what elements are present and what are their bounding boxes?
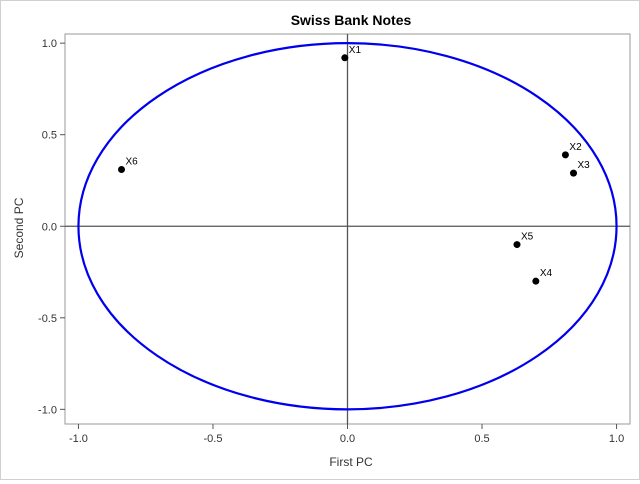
data-point-group: X6 <box>118 156 138 173</box>
x-tick-label: -1.0 <box>69 433 88 445</box>
chart-title: Swiss Bank Notes <box>291 12 412 28</box>
y-tick-label: -0.5 <box>38 313 57 325</box>
x-tick-label: 0.0 <box>340 433 355 445</box>
data-point <box>561 151 569 159</box>
y-tick-label: 1.0 <box>42 38 57 50</box>
points-layer: X1 X2 X3 X4 X5 X6 <box>118 45 590 285</box>
data-point-label: X1 <box>349 45 362 56</box>
data-point <box>570 169 577 177</box>
x-tick-label: 0.5 <box>474 433 489 445</box>
unit-circle <box>77 42 618 411</box>
reference-lines <box>65 34 630 424</box>
data-point <box>341 54 349 62</box>
y-tick-label: -1.0 <box>38 404 57 416</box>
data-point-label: X5 <box>521 232 534 243</box>
y-tick-label: 0.5 <box>42 130 57 142</box>
data-point-group: X5 <box>513 232 534 249</box>
y-axis-label: Second PC <box>12 197 26 258</box>
data-point-group: X4 <box>532 268 553 285</box>
data-point-label: X4 <box>540 268 553 279</box>
x-axis: -1.0 -0.5 0.0 0.5 1.0 <box>69 424 624 445</box>
x-tick-label: 1.0 <box>609 433 624 445</box>
data-point-label: X3 <box>578 160 591 171</box>
unit-circle-layer <box>77 42 618 411</box>
data-point-group: X2 <box>561 142 582 159</box>
data-point <box>513 241 521 249</box>
data-point-label: X6 <box>126 156 139 167</box>
y-tick-label: 0.0 <box>42 221 57 233</box>
x-tick-label: -0.5 <box>203 433 222 445</box>
data-point-group: X3 <box>570 160 590 177</box>
data-point <box>118 165 125 173</box>
data-point-label: X2 <box>569 142 582 153</box>
data-point-group: X1 <box>341 45 361 62</box>
y-axis: -1.0 -0.5 0.0 0.5 1.0 <box>38 38 65 416</box>
x-axis-label: First PC <box>329 455 373 469</box>
data-point <box>532 277 540 285</box>
